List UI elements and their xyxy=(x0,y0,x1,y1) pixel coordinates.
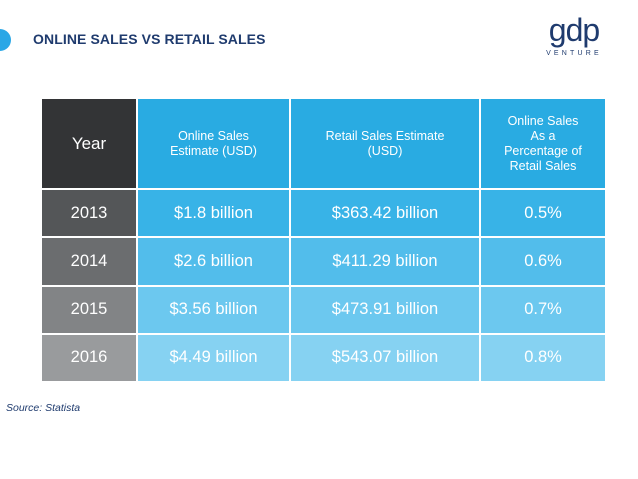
header-online-sales: Online Sales Estimate (USD) xyxy=(136,97,291,190)
cell-online-sales: $3.56 billion xyxy=(136,284,291,335)
header-year: Year xyxy=(40,97,138,190)
table-row: 2013 $1.8 billion $363.42 billion 0.5% xyxy=(40,187,607,239)
cell-percentage: 0.7% xyxy=(479,284,607,335)
cell-year: 2015 xyxy=(40,284,138,335)
cell-retail-sales: $543.07 billion xyxy=(289,332,481,384)
cell-online-sales: $2.6 billion xyxy=(136,236,291,287)
cell-year: 2013 xyxy=(40,187,138,239)
table-row: 2016 $4.49 billion $543.07 billion 0.8% xyxy=(40,332,607,384)
logo-subtitle: VENTURE xyxy=(546,50,602,57)
cell-retail-sales: $363.42 billion xyxy=(289,187,481,239)
cell-retail-sales: $473.91 billion xyxy=(289,284,481,335)
cell-year: 2016 xyxy=(40,332,138,384)
slide-title: ONLINE SALES VS RETAIL SALES xyxy=(33,31,266,47)
sales-table-container: Year Online Sales Estimate (USD) Retail … xyxy=(40,97,607,384)
header-retail-sales: Retail Sales Estimate (USD) xyxy=(289,97,481,190)
source-note: Source: Statista xyxy=(6,402,81,414)
logo-wordmark: gdp xyxy=(548,12,600,48)
table-row: 2015 $3.56 billion $473.91 billion 0.7% xyxy=(40,284,607,335)
cell-online-sales: $4.49 billion xyxy=(136,332,291,384)
gdp-venture-logo: gdp VENTURE xyxy=(532,12,616,68)
cell-year: 2014 xyxy=(40,236,138,287)
table-header-row: Year Online Sales Estimate (USD) Retail … xyxy=(40,97,607,190)
accent-dot xyxy=(0,29,11,51)
cell-retail-sales: $411.29 billion xyxy=(289,236,481,287)
cell-percentage: 0.6% xyxy=(479,236,607,287)
sales-table: Year Online Sales Estimate (USD) Retail … xyxy=(40,97,607,384)
header-percentage: Online Sales As a Percentage of Retail S… xyxy=(479,97,607,190)
table-row: 2014 $2.6 billion $411.29 billion 0.6% xyxy=(40,236,607,287)
cell-percentage: 0.5% xyxy=(479,187,607,239)
cell-percentage: 0.8% xyxy=(479,332,607,384)
cell-online-sales: $1.8 billion xyxy=(136,187,291,239)
